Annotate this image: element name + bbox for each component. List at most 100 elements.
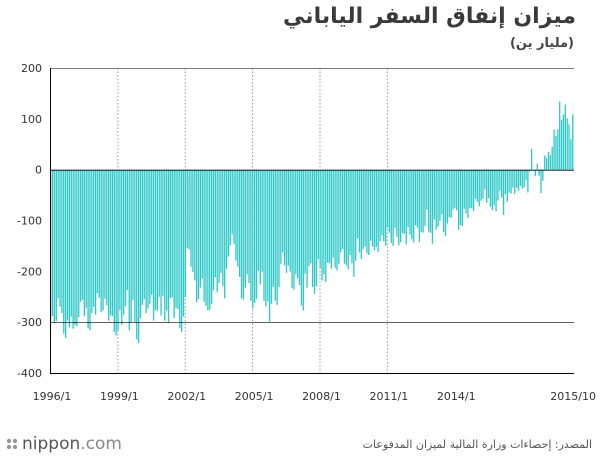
bar (403, 169, 406, 234)
bar (282, 169, 284, 253)
bar (242, 169, 245, 300)
bar (293, 169, 295, 290)
bar (390, 169, 392, 243)
bar (521, 169, 523, 189)
bar (184, 169, 187, 298)
bar (246, 169, 248, 275)
bar (459, 169, 462, 226)
bar (272, 169, 275, 287)
bar (411, 169, 413, 240)
bar (297, 169, 299, 279)
y-tick-label: 100 (21, 113, 42, 126)
bar (407, 169, 409, 228)
bar (341, 169, 344, 249)
bar (51, 169, 54, 317)
bar (261, 169, 263, 272)
bar (399, 169, 402, 243)
bar (510, 169, 512, 194)
bar (182, 169, 185, 317)
bar (91, 169, 93, 314)
bar (422, 169, 424, 233)
bar (373, 169, 376, 250)
bar (456, 169, 458, 211)
bar (319, 169, 321, 268)
bar (426, 169, 428, 210)
x-tick-label: 2008/1 (302, 390, 341, 403)
bar (136, 169, 138, 340)
bar (104, 169, 106, 299)
bar (81, 169, 84, 300)
bar (371, 169, 374, 247)
bar (366, 169, 368, 254)
bar (237, 169, 239, 267)
bar (457, 169, 460, 230)
bar (171, 169, 173, 298)
bar (220, 169, 222, 273)
bar (57, 169, 59, 299)
y-tick-label: -200 (17, 265, 42, 278)
bar (283, 169, 286, 266)
bar (336, 169, 338, 271)
bar (478, 169, 480, 207)
y-tick-label: -300 (17, 316, 42, 329)
bar (121, 169, 123, 325)
bar (113, 169, 115, 332)
bar (463, 169, 465, 209)
bar (368, 169, 370, 256)
bar (117, 169, 119, 331)
bar (527, 169, 529, 193)
bar (343, 169, 346, 264)
bar (437, 169, 439, 227)
bar (557, 129, 559, 170)
bar (212, 169, 215, 291)
bar (287, 169, 289, 266)
bar (525, 169, 527, 181)
bar (122, 169, 125, 315)
bar (194, 169, 196, 281)
bar (566, 118, 568, 170)
bar (347, 169, 349, 270)
bar (424, 169, 426, 227)
bar (85, 169, 87, 308)
bar (534, 169, 537, 177)
bar (506, 169, 508, 202)
bar (96, 169, 99, 294)
bar (137, 169, 140, 344)
bar (201, 169, 203, 279)
bar (306, 169, 308, 288)
bar (61, 169, 63, 314)
bar (53, 169, 56, 323)
bar (345, 169, 348, 266)
bar (435, 169, 437, 230)
y-tick-label: -100 (17, 215, 42, 228)
bar (94, 169, 97, 315)
bar (233, 169, 235, 244)
bar (392, 169, 394, 246)
bar (444, 169, 447, 237)
bar (377, 169, 379, 253)
bar (156, 169, 158, 311)
bar (169, 169, 172, 299)
bar (517, 169, 520, 192)
bar (452, 169, 454, 210)
bar (472, 169, 475, 211)
bar (164, 169, 166, 321)
bar (355, 169, 357, 261)
bar (74, 169, 76, 326)
bar (413, 169, 415, 243)
y-tick-label: 200 (21, 62, 42, 75)
bar (76, 169, 78, 327)
bar (186, 169, 188, 248)
bar (192, 169, 194, 272)
bar (126, 169, 129, 291)
bar (66, 169, 69, 321)
bar (549, 154, 551, 170)
bar (298, 169, 301, 286)
bar (560, 119, 563, 170)
bar (547, 151, 550, 170)
bar (259, 169, 261, 285)
bar (227, 169, 230, 257)
bar (190, 169, 192, 267)
bar (495, 169, 497, 212)
bar (304, 169, 306, 274)
